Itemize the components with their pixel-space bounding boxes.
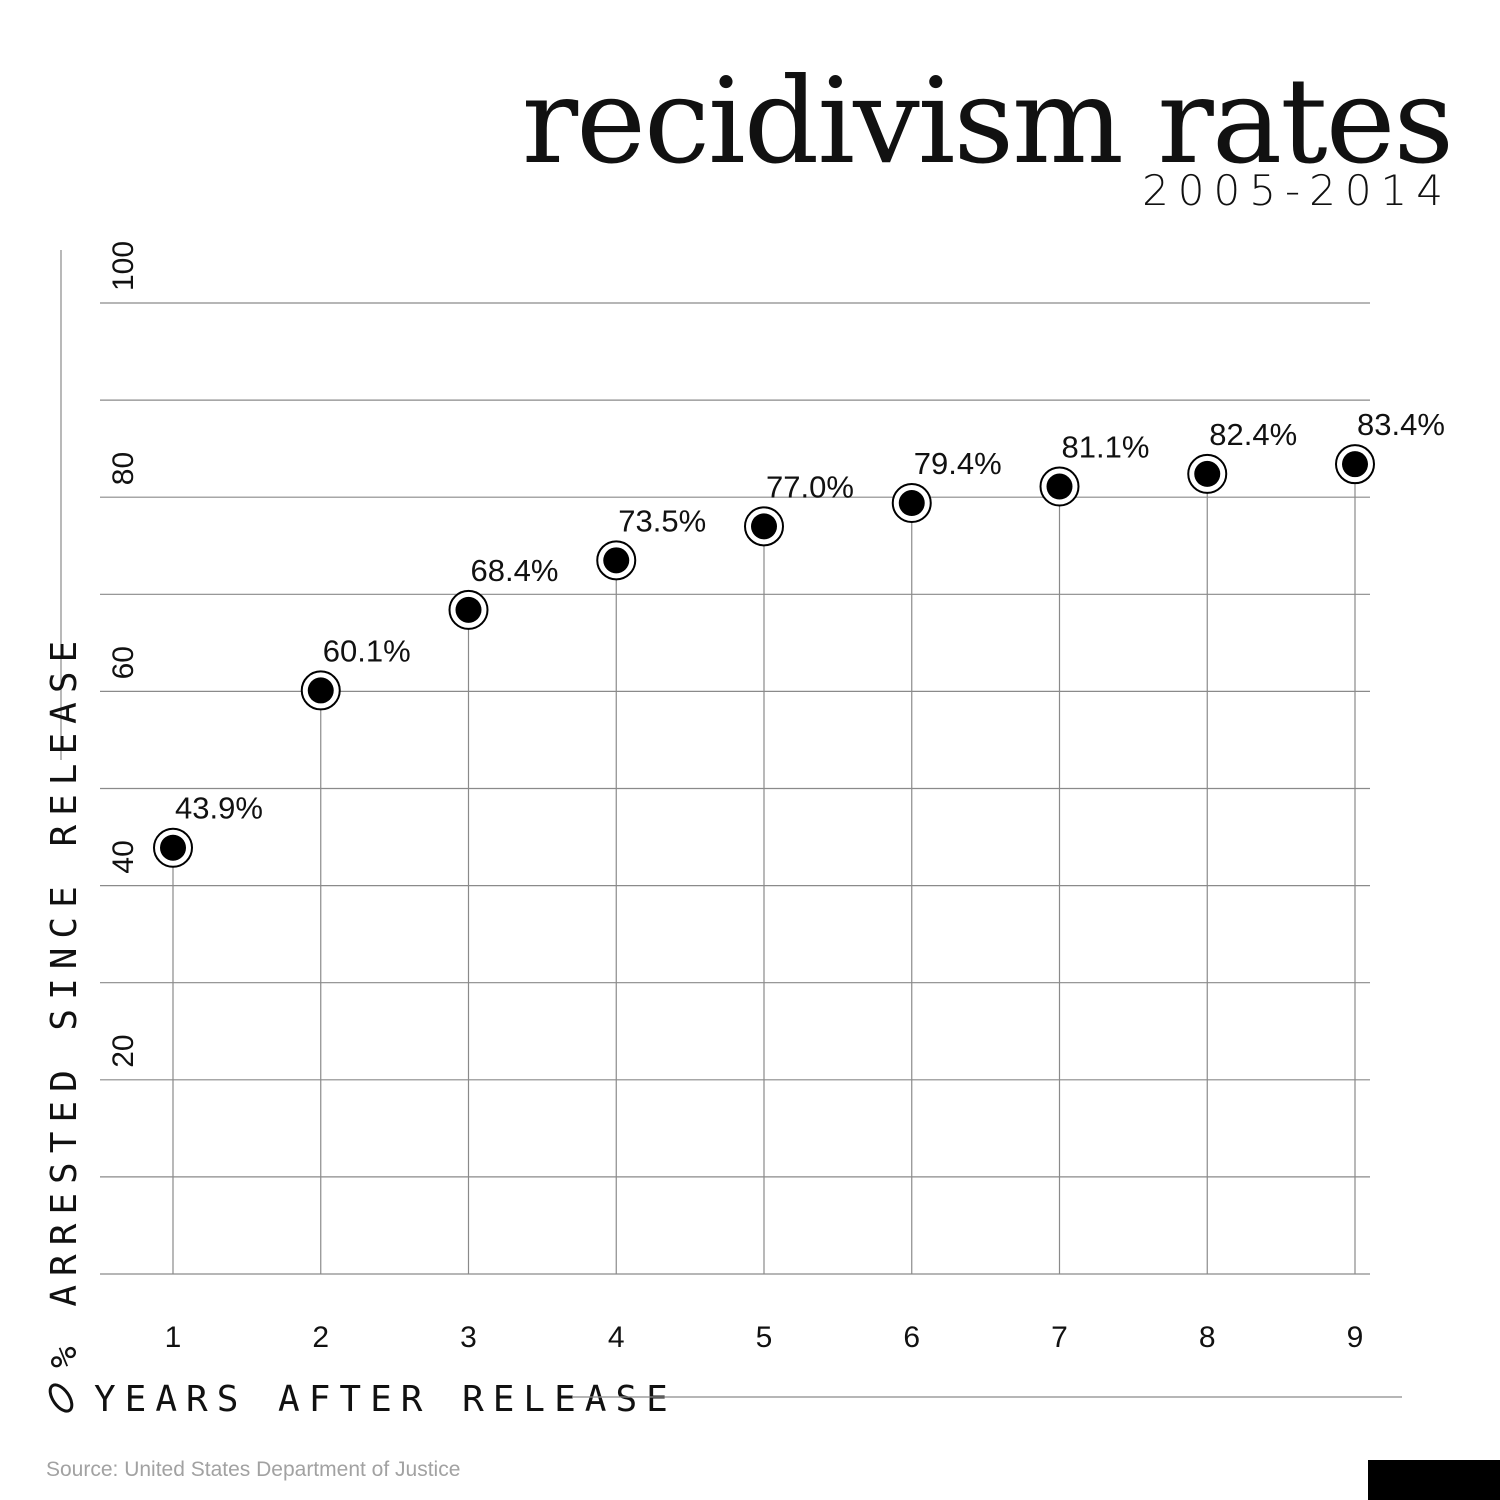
x-tick-label-3: 3 xyxy=(460,1321,477,1354)
chart-title: recidivism rates xyxy=(521,52,1454,190)
y-tick-label-60: 60 xyxy=(107,646,140,679)
label-layer: 20 40 60 80 100 43.9% 1 60.1% 2 68.4% 3 73.5% 4 77.0%… xyxy=(107,241,1445,1354)
data-label-5: 77.0% xyxy=(766,469,854,504)
data-point-9 xyxy=(1342,451,1368,478)
y-tick-label-40: 40 xyxy=(107,840,140,873)
data-point-1 xyxy=(160,834,186,861)
point-layer xyxy=(153,444,1375,868)
x-tick-label-1: 1 xyxy=(165,1321,182,1354)
data-point-6 xyxy=(898,490,925,517)
y-axis-title: % ARRESTED SINCE RELEASE xyxy=(44,632,85,1368)
data-label-8: 82.4% xyxy=(1209,417,1297,452)
data-label-2: 60.1% xyxy=(323,633,411,668)
data-label-3: 68.4% xyxy=(471,553,559,588)
data-point-7 xyxy=(1046,473,1073,500)
axis-layer: % ARRESTED SINCE RELEASE YEARS AFTER REL… xyxy=(44,250,1402,1420)
chart-subtitle: 2005-2014 xyxy=(1142,166,1452,215)
data-label-9: 83.4% xyxy=(1357,407,1445,442)
data-label-4: 73.5% xyxy=(618,503,706,538)
grid-layer xyxy=(100,302,1370,1275)
x-tick-label-9: 9 xyxy=(1347,1321,1364,1354)
data-label-1: 43.9% xyxy=(175,791,263,826)
corner-block xyxy=(1368,1460,1500,1500)
x-tick-label-2: 2 xyxy=(312,1321,329,1354)
data-point-5 xyxy=(751,513,777,540)
x-tick-label-5: 5 xyxy=(756,1321,773,1354)
y-tick-label-80: 80 xyxy=(107,452,140,485)
y-tick-label-100: 100 xyxy=(107,241,140,291)
x-tick-label-7: 7 xyxy=(1051,1321,1068,1354)
data-point-2 xyxy=(307,677,334,704)
x-tick-label-8: 8 xyxy=(1199,1321,1216,1354)
stem-layer xyxy=(172,464,1356,1274)
x-tick-label-4: 4 xyxy=(608,1321,625,1354)
data-point-4 xyxy=(603,547,630,574)
data-label-6: 79.4% xyxy=(914,446,1002,481)
data-point-3 xyxy=(455,596,482,623)
x-tick-label-6: 6 xyxy=(903,1321,920,1354)
source-note: Source: United States Department of Just… xyxy=(46,1458,461,1481)
data-label-7: 81.1% xyxy=(1062,430,1150,465)
y-tick-label-20: 20 xyxy=(107,1034,140,1067)
data-point-8 xyxy=(1194,460,1221,487)
x-axis-title: YEARS AFTER RELEASE xyxy=(94,1379,677,1420)
origin-zero-icon xyxy=(48,1383,74,1413)
